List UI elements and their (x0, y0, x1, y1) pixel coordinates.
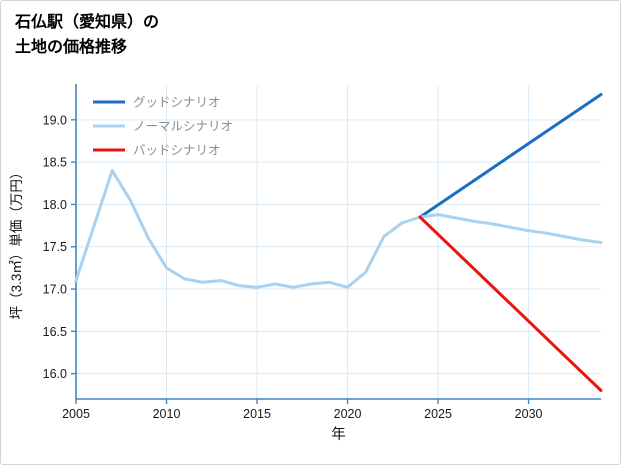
y-tick-label: 19.0 (43, 113, 67, 127)
legend-label-good: グッドシナリオ (133, 96, 221, 110)
x-tick-label: 2030 (515, 407, 543, 421)
x-axis-label: 年 (331, 426, 346, 443)
series-line-normal (74, 169, 603, 289)
x-tick-label: 2025 (424, 407, 452, 421)
y-axis-label: 坪（3.3㎡）単価（万円） (9, 166, 24, 320)
chart-title-line1: 石仏駅（愛知県）の (15, 14, 160, 31)
x-tick-label: 2010 (153, 407, 181, 421)
y-tick-label: 17.0 (43, 283, 67, 297)
x-tick-label: 2015 (243, 407, 271, 421)
legend-label-bad: バッドシナリオ (133, 144, 221, 158)
series-line-good (418, 93, 603, 219)
y-tick-label: 18.5 (43, 156, 67, 170)
y-tick-label: 17.5 (43, 240, 67, 254)
y-tick-label: 16.5 (43, 325, 67, 339)
y-tick-label: 18.0 (43, 198, 67, 212)
x-tick-label: 2020 (334, 407, 362, 421)
x-tick-label: 2005 (62, 407, 90, 421)
chart-title: 石仏駅（愛知県）の 土地の価格推移 (15, 11, 159, 61)
legend-label-normal: ノーマルシナリオ (133, 120, 233, 134)
chart-title-line2: 土地の価格推移 (15, 38, 128, 56)
y-tick-label: 16.0 (43, 367, 67, 381)
series-line-bad (418, 215, 603, 392)
